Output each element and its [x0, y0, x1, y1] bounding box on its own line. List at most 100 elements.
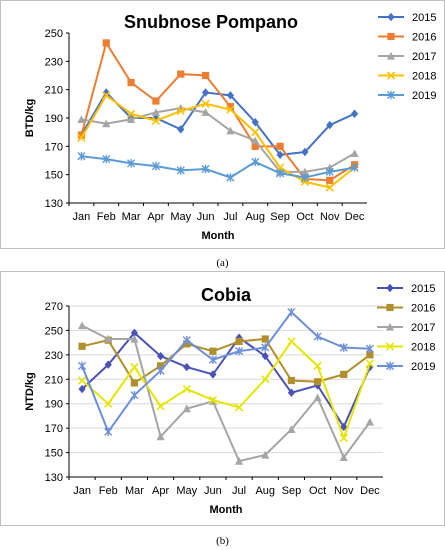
y-axis-label: BTD/kg [24, 99, 36, 138]
data-point [287, 307, 296, 317]
series-2019 [77, 152, 359, 182]
data-point [300, 167, 310, 176]
x-axis-label: Month [202, 230, 235, 242]
data-point [130, 362, 139, 372]
legend-label: 2015 [412, 12, 436, 24]
data-point [326, 120, 334, 130]
series-line-2018 [80, 93, 356, 189]
data-point [287, 388, 296, 397]
data-point [177, 70, 185, 78]
data-point [130, 334, 139, 343]
data-point [156, 366, 165, 375]
data-point [183, 362, 191, 372]
data-point [287, 337, 296, 346]
data-point [78, 342, 86, 350]
data-point [102, 39, 110, 47]
data-point [182, 336, 191, 345]
data-point [313, 378, 322, 386]
y-tick-label: 210 [45, 374, 63, 386]
data-point [78, 384, 86, 394]
data-point [77, 133, 86, 142]
data-point [365, 417, 375, 426]
data-point [77, 321, 87, 330]
data-point [226, 173, 235, 182]
legend-label: 2015 [411, 283, 435, 295]
legend-label: 2018 [412, 71, 436, 83]
data-point [130, 390, 139, 400]
legend-label: 2019 [412, 90, 436, 102]
data-point [287, 425, 296, 433]
data-point [127, 78, 135, 87]
series-line-2018 [81, 339, 371, 441]
data-point [102, 119, 111, 128]
data-point [208, 355, 218, 364]
data-point [275, 169, 285, 178]
legend-marker [386, 283, 394, 293]
legend-marker [386, 90, 396, 100]
data-point [350, 149, 359, 158]
data-point [126, 115, 136, 124]
data-point [177, 125, 185, 134]
data-point [176, 166, 185, 175]
y-tick-label: 130 [45, 472, 63, 484]
x-tick-label: Nov [320, 211, 340, 223]
data-point [251, 142, 259, 150]
data-point [340, 422, 348, 432]
data-point [209, 370, 217, 379]
data-point [77, 152, 86, 161]
legend-label: 2017 [412, 51, 436, 63]
legend-marker [386, 51, 396, 60]
data-point [251, 118, 259, 127]
data-point [326, 176, 334, 184]
data-point [156, 432, 165, 441]
legend-label: 2016 [411, 303, 435, 315]
data-point [261, 335, 269, 343]
data-point [130, 379, 139, 387]
x-tick-label: Aug [245, 211, 265, 223]
data-point [226, 105, 235, 114]
data-point [251, 136, 260, 145]
legend-label: 2016 [412, 32, 436, 44]
legend-marker [386, 303, 394, 312]
y-axis-label: NTD/kg [24, 372, 36, 411]
data-point [350, 163, 359, 172]
legend-marker [385, 342, 395, 351]
x-tick-label: Sep [282, 485, 302, 497]
data-point [156, 351, 165, 361]
y-tick-label: 150 [45, 448, 63, 460]
data-point [77, 115, 86, 124]
x-tick-label: May [170, 211, 191, 223]
series-line-2016 [81, 337, 371, 385]
data-point [313, 393, 322, 402]
data-point [208, 395, 218, 405]
data-point [77, 361, 87, 371]
series-line-2015 [80, 90, 355, 156]
data-point [325, 183, 334, 192]
chart-panel-b: Cobia 130 150 170 190 210 230 250 270 Jan Feb Mar Ap… [0, 271, 445, 526]
data-point [176, 106, 185, 116]
data-point [182, 404, 191, 413]
series-2018 [77, 337, 375, 443]
data-point [276, 150, 284, 160]
y-tick-label: 250 [45, 325, 63, 337]
series-2015 [78, 328, 374, 432]
y-tick-label: 250 [45, 28, 63, 40]
data-point [339, 453, 348, 462]
data-point [251, 128, 260, 137]
series-line-2019 [81, 155, 355, 179]
data-point [201, 71, 210, 80]
x-tick-label: May [176, 485, 197, 497]
x-tick-label: Mar [122, 211, 141, 223]
series-line-2017 [81, 107, 356, 173]
data-point [234, 346, 244, 356]
x-tick-label: Dec [360, 485, 380, 497]
data-point [156, 362, 165, 370]
data-point [339, 433, 348, 443]
data-point [104, 360, 112, 369]
x-tick-label: Oct [296, 211, 313, 223]
data-point [104, 427, 113, 437]
y-tick-label: 150 [45, 170, 63, 182]
y-tick-label: 270 [45, 301, 63, 313]
data-point [261, 351, 269, 361]
legend-label: 2017 [411, 322, 435, 334]
